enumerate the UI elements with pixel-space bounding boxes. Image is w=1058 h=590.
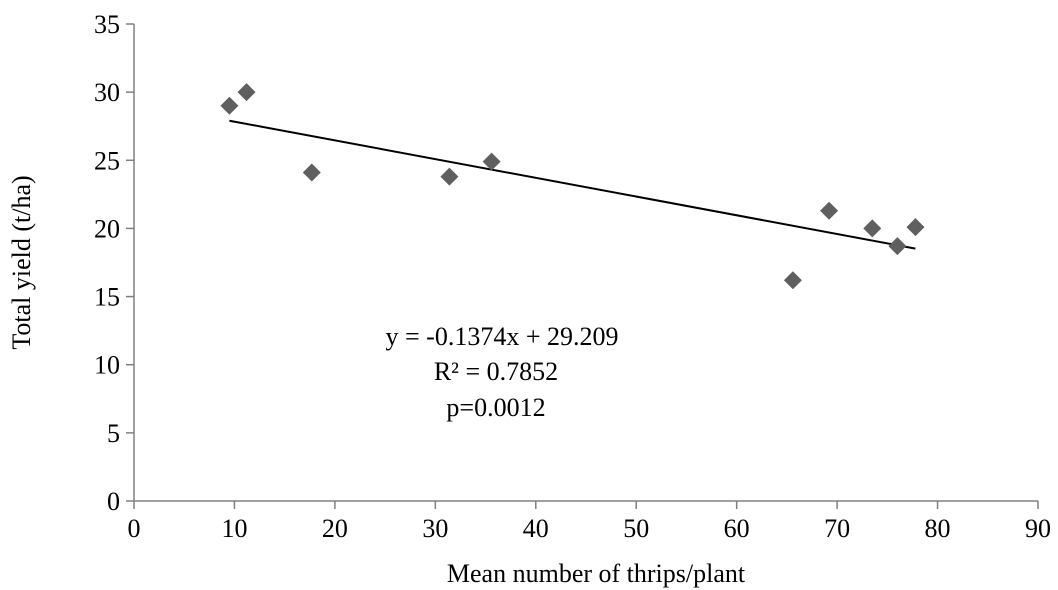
data-point [820,201,839,220]
y-axis-title: Total yield (t/ha) [7,175,36,349]
y-ticks: 0 5 10 15 20 25 30 35 [94,10,134,516]
x-axis-title: Mean number of thrips/plant [447,559,746,588]
y-tick-label: 0 [107,487,120,516]
x-tick-label: 10 [221,514,247,543]
y-tick-label: 15 [94,283,120,312]
data-point [440,167,459,186]
y-tick-label: 25 [94,146,120,175]
data-point [482,152,501,171]
y-tick-label: 35 [94,10,120,39]
data-point [220,96,239,115]
x-tick-label: 20 [322,514,348,543]
x-tick-label: 30 [422,514,448,543]
y-tick-label: 30 [94,78,120,107]
trendline-group [229,119,916,250]
x-tick-label: 40 [523,514,549,543]
y-tick-label: 10 [94,351,120,380]
x-tick-label: 90 [1025,514,1051,543]
data-point [888,237,907,256]
x-ticks: 0 10 20 30 40 50 60 70 80 90 [128,501,1051,543]
y-tick-label: 5 [107,419,120,448]
data-point [302,163,321,182]
data-points [220,83,925,290]
data-point [237,83,256,102]
x-tick-label: 60 [724,514,750,543]
data-point [863,219,882,238]
x-tick-label: 80 [925,514,951,543]
r-squared-label: R² = 0.7852 [434,357,558,386]
y-tick-label: 20 [94,214,120,243]
data-point [783,271,802,290]
trendline [229,119,916,250]
x-tick-label: 50 [623,514,649,543]
axes [133,24,1038,502]
data-point [906,218,925,237]
x-tick-label: 70 [824,514,850,543]
equation-label: y = -0.1374x + 29.209 [386,322,619,351]
x-tick-label: 0 [128,514,141,543]
p-value-label: p=0.0012 [446,393,545,422]
